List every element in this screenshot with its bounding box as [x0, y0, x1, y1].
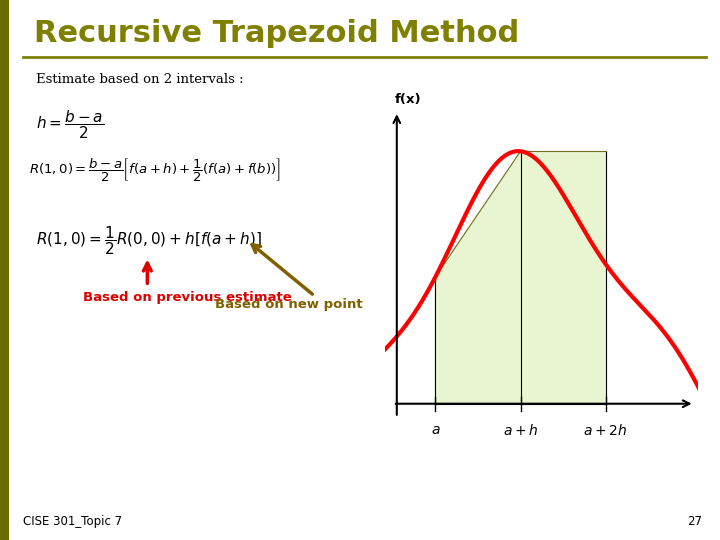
Polygon shape: [521, 151, 606, 404]
Text: $a+2h$: $a+2h$: [583, 423, 628, 438]
Text: CISE 301_Topic 7: CISE 301_Topic 7: [23, 515, 122, 528]
Text: 27: 27: [687, 515, 702, 528]
Text: Based on new point: Based on new point: [215, 298, 363, 311]
Text: $a+h$: $a+h$: [503, 423, 539, 438]
Text: $R(1,0) = \dfrac{b-a}{2}\left[f(a+h) + \dfrac{1}{2}(f(a)+f(b))\right]$: $R(1,0) = \dfrac{b-a}{2}\left[f(a+h) + \…: [29, 157, 281, 184]
Text: Estimate based on 2 intervals :: Estimate based on 2 intervals :: [36, 73, 243, 86]
Text: Based on previous estimate: Based on previous estimate: [84, 291, 292, 303]
Text: $R(1,0) = \dfrac{1}{2}R(0,0) + h\left[f(a+h)\right]$: $R(1,0) = \dfrac{1}{2}R(0,0) + h\left[f(…: [36, 224, 261, 257]
Text: $a$: $a$: [431, 423, 440, 437]
Polygon shape: [436, 151, 521, 404]
Text: Recursive Trapezoid Method: Recursive Trapezoid Method: [34, 19, 519, 48]
Text: f(x): f(x): [395, 93, 421, 106]
Text: $h = \dfrac{b-a}{2}$: $h = \dfrac{b-a}{2}$: [36, 108, 104, 141]
